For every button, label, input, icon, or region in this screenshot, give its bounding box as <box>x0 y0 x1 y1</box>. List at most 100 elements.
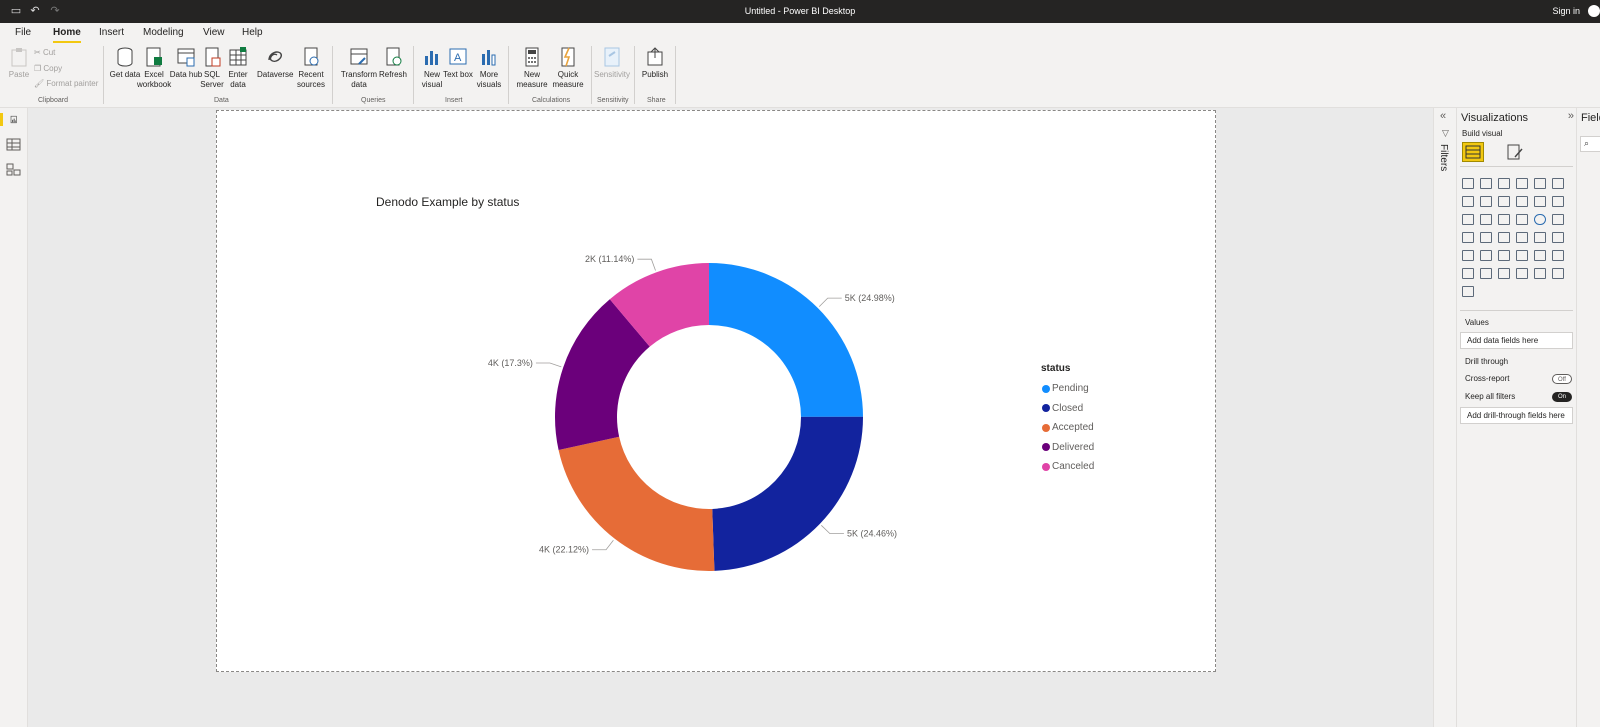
matrix-icon[interactable] <box>1498 250 1510 261</box>
legend-item-delivered[interactable]: Delivered <box>1041 438 1094 458</box>
new-measure-button[interactable]: New measure <box>512 46 552 90</box>
map-icon[interactable] <box>1462 232 1474 243</box>
tab-insert[interactable]: Insert <box>99 27 125 38</box>
ribbon-chart-icon[interactable] <box>1552 196 1564 207</box>
tab-home[interactable]: Home <box>53 27 81 43</box>
legend-item-canceled[interactable]: Canceled <box>1041 457 1094 477</box>
line-chart-icon[interactable] <box>1462 196 1474 207</box>
get-data-button[interactable]: Get data <box>108 46 142 80</box>
area-chart-icon[interactable] <box>1480 196 1492 207</box>
qa-icon[interactable] <box>1480 268 1492 279</box>
legend-item-accepted[interactable]: Accepted <box>1041 418 1094 438</box>
slicer-icon[interactable] <box>1462 250 1474 261</box>
funnel-chart-icon[interactable] <box>1480 214 1492 225</box>
kpi-icon[interactable] <box>1552 232 1564 243</box>
decomposition-tree-icon[interactable] <box>1462 268 1474 279</box>
narrative-icon[interactable] <box>1498 268 1510 279</box>
gauge-icon[interactable] <box>1498 232 1510 243</box>
100-stacked-bar-chart-icon[interactable] <box>1534 178 1546 189</box>
text-box-button[interactable]: A Text box <box>441 46 475 80</box>
donut-slice-delivered[interactable] <box>555 299 650 451</box>
waterfall-chart-icon[interactable] <box>1462 214 1474 225</box>
enter-data-button[interactable]: Enter data <box>221 46 255 90</box>
scatter-chart-icon[interactable] <box>1498 214 1510 225</box>
get-more-visuals-icon[interactable] <box>1462 286 1474 297</box>
filled-map-icon[interactable] <box>1480 232 1492 243</box>
power-automate-icon[interactable] <box>1552 268 1564 279</box>
legend-title: status <box>1041 363 1071 374</box>
sql-server-button[interactable]: SQL Server <box>195 46 229 90</box>
fields-pane: Fields ⌕ <box>1577 108 1600 727</box>
cross-report-toggle[interactable]: Off <box>1552 374 1572 384</box>
fields-search-input[interactable]: ⌕ <box>1580 136 1600 152</box>
clustered-column-chart-icon[interactable] <box>1516 178 1528 189</box>
collapse-icon[interactable]: « <box>1440 110 1447 122</box>
sign-in-link[interactable]: Sign in <box>1552 6 1580 16</box>
model-view-icon[interactable] <box>6 163 21 176</box>
sensitivity-button[interactable]: Sensitivity <box>592 46 632 80</box>
dataverse-button[interactable]: Dataverse <box>257 46 293 80</box>
donut-slice-canceled[interactable] <box>609 263 709 347</box>
filters-pane[interactable]: « ▽ Filters <box>1433 108 1457 727</box>
new-visual-button[interactable]: New visual <box>415 46 449 90</box>
recent-sources-button[interactable]: Recent sources <box>293 46 329 90</box>
card-icon[interactable] <box>1516 232 1528 243</box>
100-stacked-column-chart-icon[interactable] <box>1552 178 1564 189</box>
transform-data-label: Transform data <box>340 70 378 89</box>
more-visuals-button[interactable]: More visuals <box>470 46 508 90</box>
stacked-bar-chart-icon[interactable] <box>1462 178 1474 189</box>
values-drop-zone[interactable]: Add data fields here <box>1460 332 1573 349</box>
data-view-icon[interactable] <box>6 138 21 151</box>
visualizations-title: Visualizations <box>1461 112 1529 124</box>
power-apps-icon[interactable] <box>1534 268 1546 279</box>
table-icon[interactable] <box>1480 250 1492 261</box>
expand-icon[interactable]: » <box>1567 110 1574 122</box>
fields-title: Fields <box>1581 112 1600 124</box>
redo-icon[interactable]: ↷ <box>50 5 60 17</box>
refresh-button[interactable]: Refresh <box>376 46 410 80</box>
stacked-column-chart-icon[interactable] <box>1480 178 1492 189</box>
donut-slice-accepted[interactable] <box>558 436 715 571</box>
quick-measure-button[interactable]: Quick measure <box>548 46 588 90</box>
donut-chart-icon[interactable] <box>1534 214 1546 225</box>
tab-view[interactable]: View <box>203 27 225 38</box>
data-hub-button[interactable]: Data hub <box>169 46 203 80</box>
r-visual-icon[interactable] <box>1516 250 1528 261</box>
paginated-report-icon[interactable] <box>1516 268 1528 279</box>
line-and-column-chart-icon[interactable] <box>1516 196 1528 207</box>
paste-button[interactable]: Paste <box>2 46 36 80</box>
save-icon[interactable]: ▭ <box>10 5 22 17</box>
donut-slice-pending[interactable] <box>709 263 863 417</box>
donut-chart[interactable]: 5K (24.98%) 5K (24.46%) 4K (22.12%) 4K (17.… <box>217 111 1217 673</box>
format-painter-button[interactable]: 🖌 Format painter <box>34 79 98 88</box>
stacked-area-chart-icon[interactable] <box>1498 196 1510 207</box>
legend-item-closed[interactable]: Closed <box>1041 399 1094 419</box>
undo-icon[interactable]: ↶ <box>30 5 40 17</box>
tab-modeling[interactable]: Modeling <box>143 27 184 38</box>
treemap-icon[interactable] <box>1552 214 1564 225</box>
fields-grid-icon <box>1465 145 1481 159</box>
avatar[interactable] <box>1588 5 1600 17</box>
tab-file[interactable]: File <box>15 27 32 38</box>
more-options-icon[interactable] <box>1480 286 1492 297</box>
format-visual-icon[interactable] <box>1505 143 1525 161</box>
copy-button[interactable]: ❐ Copy <box>34 64 62 73</box>
key-influencers-icon[interactable] <box>1552 250 1564 261</box>
keep-all-filters-toggle[interactable]: On <box>1552 392 1572 402</box>
report-view-icon[interactable] <box>0 113 20 126</box>
tab-help[interactable]: Help <box>242 27 263 38</box>
clustered-bar-chart-icon[interactable] <box>1498 178 1510 189</box>
cut-button[interactable]: ✂ Cut <box>34 48 55 57</box>
legend-item-pending[interactable]: Pending <box>1041 379 1094 399</box>
python-visual-icon[interactable] <box>1534 250 1546 261</box>
pie-chart-icon[interactable] <box>1516 214 1528 225</box>
excel-workbook-button[interactable]: Excel workbook <box>137 46 171 90</box>
transform-data-button[interactable]: Transform data <box>340 46 378 90</box>
build-visual-tab[interactable] <box>1462 142 1484 162</box>
multi-row-card-icon[interactable] <box>1534 232 1546 243</box>
publish-button[interactable]: Publish <box>638 46 672 80</box>
data-hub-icon <box>177 48 195 67</box>
line-and-clustered-column-chart-icon[interactable] <box>1534 196 1546 207</box>
drill-through-drop-zone[interactable]: Add drill-through fields here <box>1460 407 1573 424</box>
donut-slice-closed[interactable] <box>712 416 864 571</box>
